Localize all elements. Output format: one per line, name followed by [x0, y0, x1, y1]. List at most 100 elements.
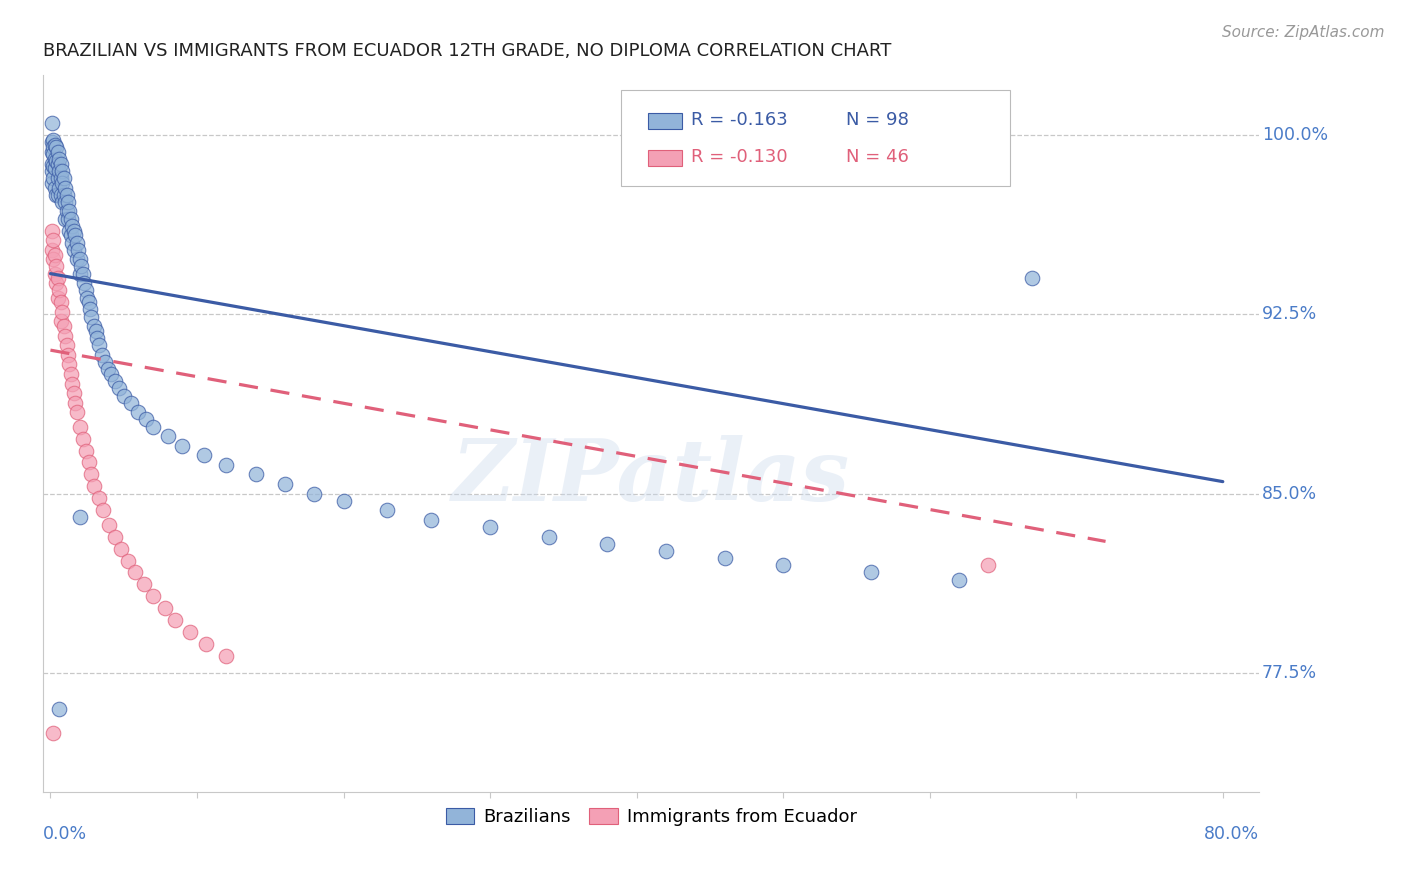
Point: [215, 649, 238, 664]
Point: [46, 145, 69, 159]
Point: [44, 161, 66, 176]
Point: [245, 467, 267, 482]
Point: [44, 180, 66, 194]
Point: [153, 601, 176, 615]
Text: 92.5%: 92.5%: [1261, 305, 1317, 323]
Point: [977, 558, 1000, 573]
Point: [41, 156, 63, 170]
Point: [72, 432, 94, 446]
Point: [62, 219, 84, 233]
Point: [76, 291, 98, 305]
Point: [108, 381, 131, 395]
Point: [70, 260, 93, 274]
Text: R = -0.163: R = -0.163: [692, 111, 789, 128]
Point: [86, 331, 108, 345]
Point: [67, 243, 90, 257]
Text: R = -0.130: R = -0.130: [692, 148, 787, 166]
Point: [42, 133, 65, 147]
Point: [55, 338, 77, 352]
Point: [48, 164, 70, 178]
Point: [52, 187, 75, 202]
Point: [596, 537, 619, 551]
Point: [65, 395, 87, 409]
Legend: Brazilians, Immigrants from Ecuador: Brazilians, Immigrants from Ecuador: [439, 801, 865, 834]
Point: [100, 367, 122, 381]
Text: 77.5%: 77.5%: [1261, 664, 1317, 681]
Point: [58, 224, 80, 238]
Point: [52, 171, 75, 186]
Point: [172, 439, 194, 453]
Point: [104, 530, 127, 544]
Text: BRAZILIAN VS IMMIGRANTS FROM ECUADOR 12TH GRADE, NO DIPLOMA CORRELATION CHART: BRAZILIAN VS IMMIGRANTS FROM ECUADOR 12T…: [44, 42, 891, 60]
Point: [49, 295, 72, 310]
Text: 0.0%: 0.0%: [44, 825, 87, 843]
Point: [41, 224, 63, 238]
Point: [135, 412, 157, 426]
Point: [142, 590, 165, 604]
Point: [48, 284, 70, 298]
Point: [87, 491, 110, 506]
Point: [77, 295, 100, 310]
Point: [772, 558, 794, 573]
Point: [44, 152, 66, 166]
Point: [66, 252, 89, 267]
Point: [45, 187, 67, 202]
Text: 80.0%: 80.0%: [1205, 825, 1260, 843]
Point: [48, 180, 70, 194]
Point: [69, 252, 91, 267]
Point: [53, 180, 76, 194]
Point: [655, 544, 678, 558]
Point: [420, 513, 443, 527]
Text: 100.0%: 100.0%: [1261, 126, 1329, 144]
Point: [69, 510, 91, 524]
Point: [42, 171, 65, 186]
Point: [63, 243, 86, 257]
Point: [56, 348, 79, 362]
Point: [537, 530, 560, 544]
Point: [49, 171, 72, 186]
Point: [215, 458, 238, 472]
Point: [59, 367, 82, 381]
Point: [112, 388, 135, 402]
Point: [44, 137, 66, 152]
Point: [104, 374, 127, 388]
Point: [142, 419, 165, 434]
FancyBboxPatch shape: [648, 150, 682, 166]
Point: [49, 314, 72, 328]
Point: [97, 362, 120, 376]
Point: [194, 637, 217, 651]
Point: [49, 187, 72, 202]
Point: [42, 147, 65, 161]
Point: [42, 725, 65, 739]
Point: [73, 276, 96, 290]
Point: [55, 187, 77, 202]
Point: [127, 405, 149, 419]
Point: [87, 338, 110, 352]
Point: [41, 116, 63, 130]
Text: N = 98: N = 98: [846, 111, 908, 128]
Point: [302, 486, 325, 500]
Point: [63, 386, 86, 401]
Point: [80, 310, 103, 324]
Point: [62, 376, 84, 391]
Point: [51, 164, 73, 178]
Point: [44, 247, 66, 261]
Text: ZIPatlas: ZIPatlas: [453, 435, 851, 518]
Point: [42, 159, 65, 173]
Point: [53, 194, 76, 209]
Point: [42, 140, 65, 154]
Point: [56, 211, 79, 226]
Text: N = 46: N = 46: [846, 148, 908, 166]
Point: [948, 573, 970, 587]
Point: [46, 187, 69, 202]
Point: [332, 493, 354, 508]
Point: [42, 252, 65, 267]
Point: [58, 358, 80, 372]
Point: [1021, 271, 1043, 285]
Text: 85.0%: 85.0%: [1261, 484, 1317, 502]
Point: [75, 443, 97, 458]
Point: [83, 479, 105, 493]
Point: [156, 429, 179, 443]
Point: [41, 135, 63, 149]
Point: [66, 405, 89, 419]
